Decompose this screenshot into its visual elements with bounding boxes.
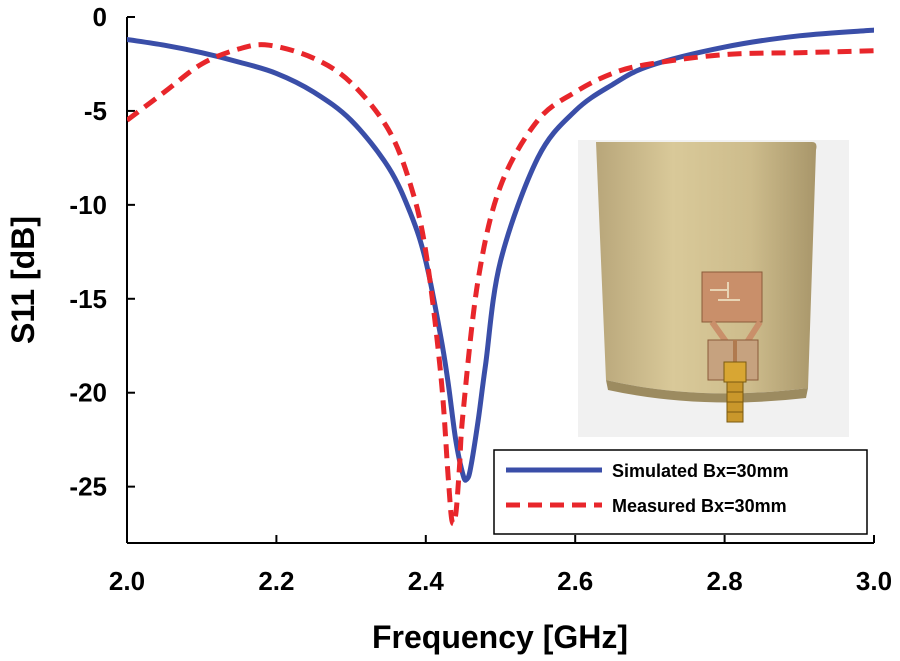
- x-tick-label: 2.6: [557, 566, 593, 596]
- y-tick-label: 0: [93, 2, 107, 32]
- legend-label-measured: Measured Bx=30mm: [612, 496, 787, 516]
- legend: Simulated Bx=30mm Measured Bx=30mm: [493, 449, 868, 535]
- x-tick-label: 3.0: [856, 566, 892, 596]
- axes: [126, 17, 874, 544]
- y-axis-ticks: 0 -5 -10 -15 -20 -25: [69, 2, 135, 502]
- x-tick-label: 2.8: [707, 566, 743, 596]
- series-line-simulated: [127, 27, 874, 483]
- y-tick-label: -15: [69, 284, 107, 314]
- y-tick-label: -20: [69, 378, 107, 408]
- x-axis-title: Frequency [GHz]: [372, 619, 628, 655]
- legend-label-simulated: Simulated Bx=30mm: [612, 461, 789, 481]
- x-axis-ticks: 2.0 2.2 2.4 2.6 2.8 3.0: [109, 535, 892, 596]
- y-tick-label: -25: [69, 472, 107, 502]
- y-axis-title: S11 [dB]: [5, 216, 41, 344]
- antenna-photo-icon: [578, 140, 849, 437]
- x-tick-label: 2.4: [408, 566, 445, 596]
- x-tick-label: 2.2: [258, 566, 294, 596]
- series-line-measured: [127, 42, 874, 527]
- y-tick-label: -5: [84, 96, 107, 126]
- x-tick-label: 2.0: [109, 566, 145, 596]
- y-tick-label: -10: [69, 190, 107, 220]
